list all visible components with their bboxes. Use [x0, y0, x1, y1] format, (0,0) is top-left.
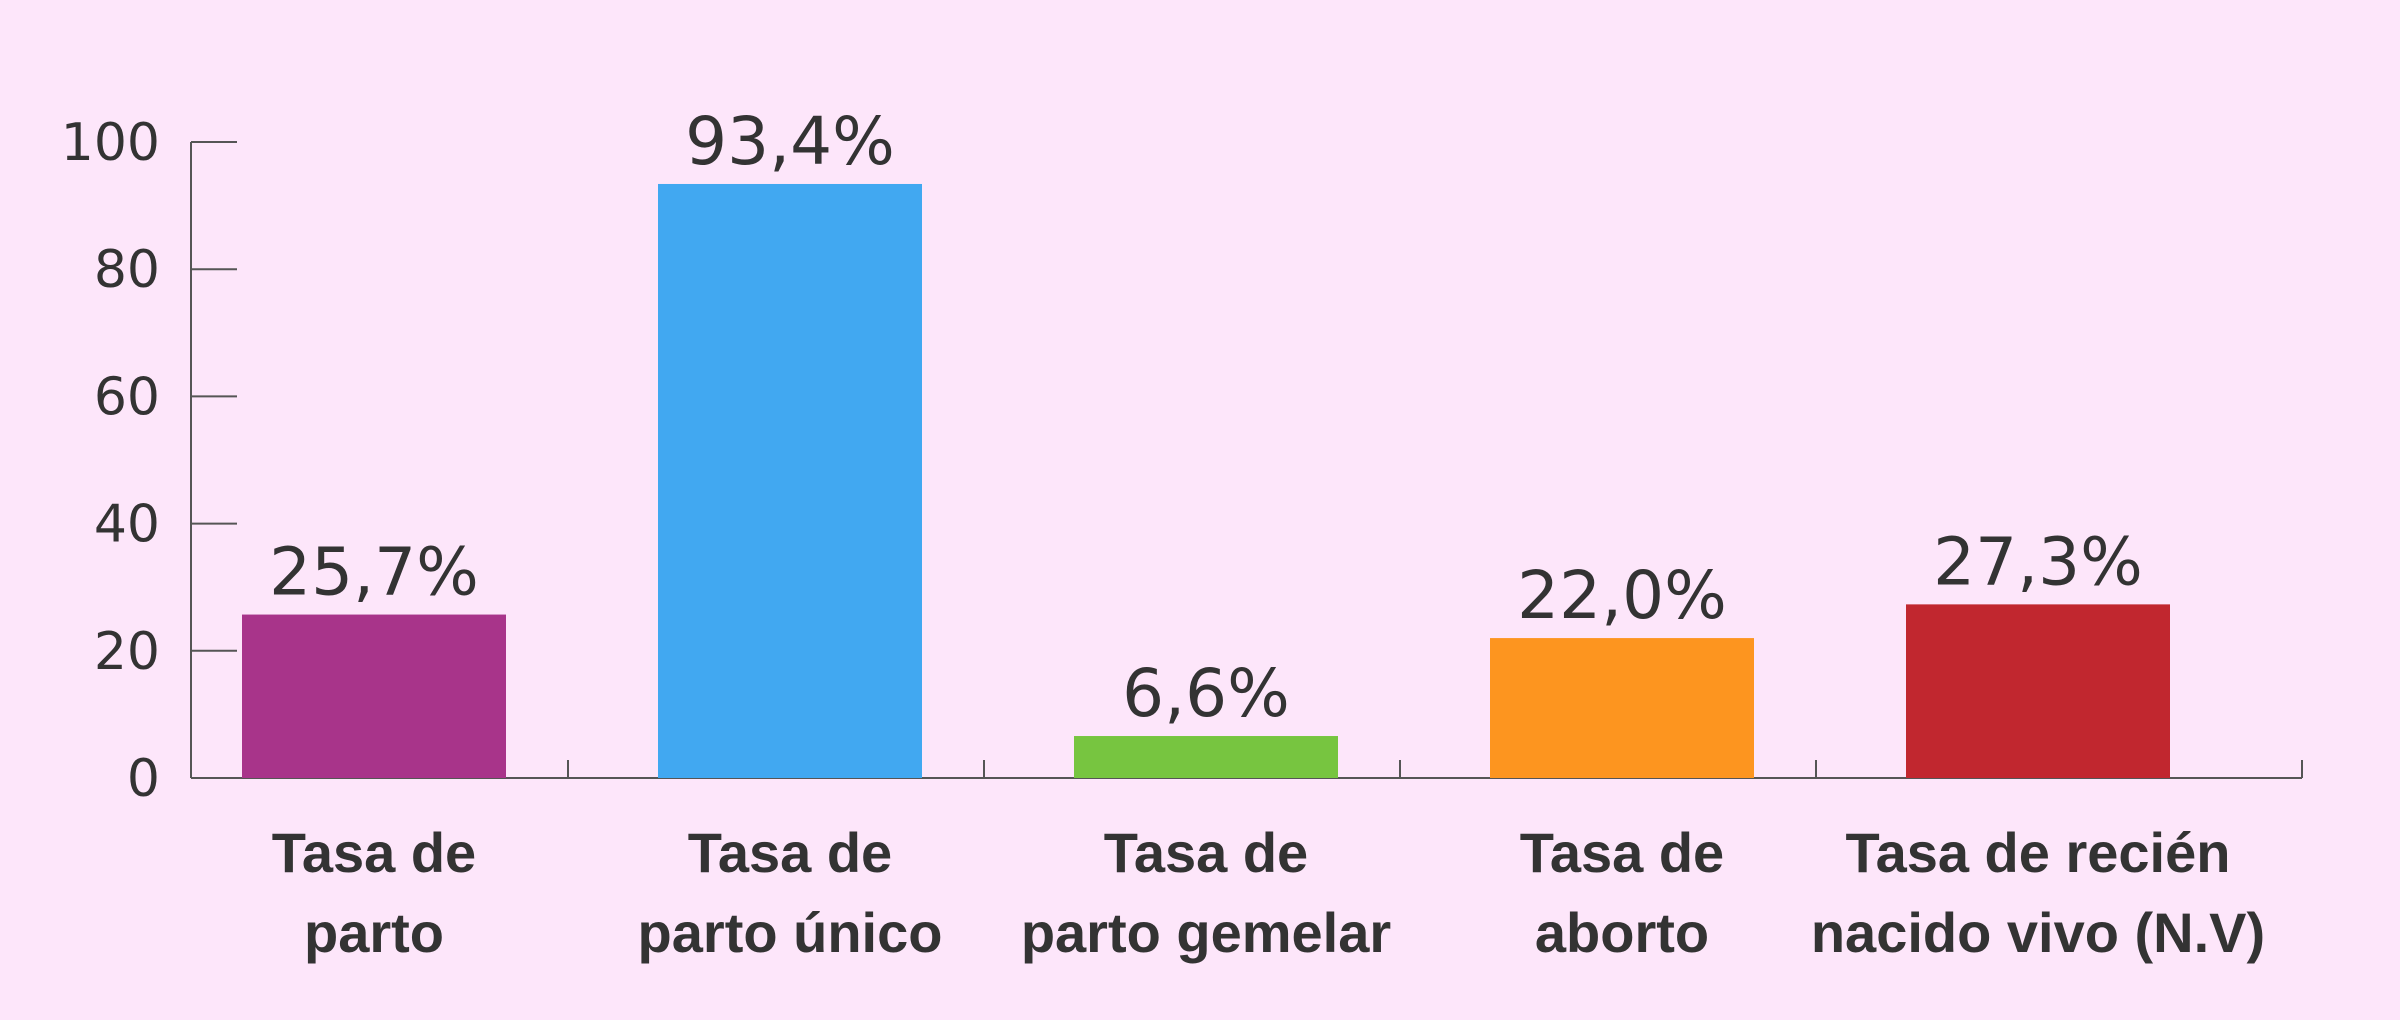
y-tick-label: 80 [94, 240, 160, 300]
category-label: Tasa de [272, 821, 476, 884]
y-tick-label: 100 [61, 113, 160, 173]
y-axis-ticks: 0 20 40 60 80 100 [61, 113, 237, 809]
y-tick-label: 0 [127, 749, 160, 809]
y-tick-label: 40 [94, 495, 160, 555]
category-label: parto [304, 901, 444, 964]
category-label: parto gemelar [1021, 901, 1391, 964]
y-tick-label: 20 [94, 622, 160, 682]
category-label: Tasa de recién [1846, 821, 2231, 884]
x-axis-ticks [567, 760, 2303, 778]
data-labels: 25,7% 93,4% 6,6% 22,0% 27,3% [269, 103, 2143, 732]
category-labels: Tasa de parto Tasa de parto único Tasa de par… [272, 821, 2265, 964]
bar [242, 614, 506, 778]
bar [658, 183, 922, 778]
category-label: nacido vivo (N.V) [1811, 901, 2265, 964]
bar [1906, 604, 2170, 778]
category-label: aborto [1535, 901, 1709, 964]
bars [242, 183, 2170, 778]
data-label: 27,3% [1933, 523, 2143, 600]
y-tick-label: 60 [94, 367, 160, 427]
data-label: 25,7% [269, 534, 479, 611]
data-label: 6,6% [1122, 655, 1290, 732]
category-label: Tasa de [688, 821, 892, 884]
data-label: 93,4% [685, 103, 895, 180]
category-label: parto único [638, 901, 943, 964]
bar [1490, 638, 1754, 778]
category-label: Tasa de [1520, 821, 1724, 884]
category-label: Tasa de [1104, 821, 1308, 884]
bar [1074, 736, 1338, 778]
data-label: 22,0% [1517, 557, 1727, 634]
